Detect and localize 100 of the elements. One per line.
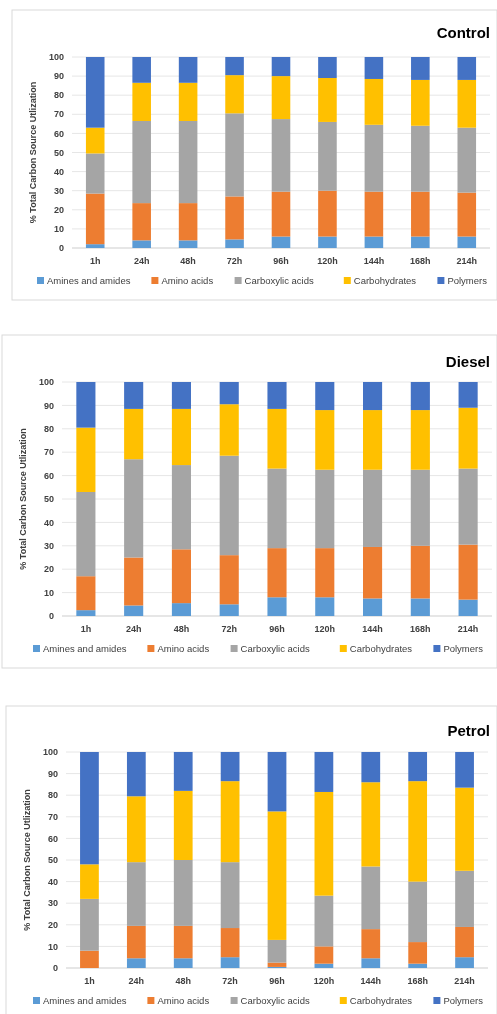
bar [85,153,105,194]
y-tick-label: 60 [43,470,54,481]
bar [364,57,384,79]
legend-label: Amino acids [161,275,214,286]
bar [410,410,430,470]
bar [363,469,383,547]
y-tick-label: 40 [43,517,54,528]
y-tick-label: 60 [47,833,58,844]
bar [315,382,335,411]
bar [457,57,477,80]
bar [267,752,287,812]
x-tick-label: 48h [173,624,190,634]
y-tick-label: 90 [43,400,54,411]
bar [411,191,430,237]
bar [267,811,287,940]
x-tick-label: 214h [456,256,478,266]
bar [178,240,198,248]
bar [173,925,193,959]
bar [171,549,191,604]
bar [76,491,96,577]
bar [271,236,291,248]
bar [314,946,334,964]
bar [126,796,146,863]
bar [76,610,96,616]
bar [267,468,287,549]
x-tick-label: 96h [269,624,285,634]
legend-label: Carboxylic acids [240,995,311,1006]
bar [314,752,334,792]
y-tick-label: 10 [43,587,54,598]
bar [318,78,337,122]
x-tick-label: 96h [269,976,285,986]
x-tick-label: 120h [313,976,335,986]
x-tick-label: 1h [84,976,95,986]
legend-label: Polymers [447,275,488,286]
bar [220,781,240,863]
bar [267,939,287,963]
x-tick-label: 24h [133,256,150,266]
bar [314,791,334,896]
bar [171,465,191,550]
bar [85,244,105,248]
x-tick-label: 24h [125,624,142,634]
bar [318,57,337,79]
bar [315,410,335,470]
bar [132,57,151,83]
x-tick-label: 120h [314,624,336,634]
x-tick-label: 144h [363,256,385,266]
x-tick-label: 168h [407,976,428,986]
bar [314,895,334,947]
bar [361,782,381,867]
bar [132,120,151,204]
bar [455,926,474,958]
bar [408,881,428,943]
bar [408,963,428,968]
y-tick-label: 80 [47,790,58,801]
bar [219,404,239,456]
bar [458,599,478,616]
x-tick-label: 168h [410,256,431,266]
legend-label: Amino acids [157,643,210,654]
y-tick-label: 20 [43,564,54,575]
bar [411,57,430,80]
bar [220,928,240,958]
y-tick-label: 0 [58,243,64,254]
bar [315,548,335,598]
y-tick-label: 60 [53,128,64,139]
chart-title: Petrol [447,722,490,739]
y-axis-title: % Total Carbon Source Utlization [18,428,28,570]
legend-label: Carbohydrates [349,643,413,654]
bar [455,787,474,871]
bar [455,752,474,788]
y-tick-label: 30 [53,185,64,196]
bar [410,545,430,599]
bar [363,410,383,470]
y-tick-label: 30 [43,540,54,551]
bar [318,190,337,237]
bar [411,125,430,192]
legend-label: Carboxylic acids [240,643,311,654]
bar [85,127,105,154]
bar [318,236,337,248]
bar [219,555,239,605]
bar [126,958,146,968]
bar [364,236,384,248]
y-tick-label: 50 [47,855,58,866]
bar [80,864,99,899]
x-tick-label: 1h [89,256,101,266]
bar [76,576,96,611]
y-tick-label: 0 [52,963,58,974]
x-tick-label: 1h [80,624,92,634]
bar [173,790,193,860]
bar [225,239,244,248]
y-tick-label: 70 [43,447,54,458]
y-tick-label: 30 [47,898,58,909]
bar [220,957,240,968]
y-tick-label: 90 [47,768,58,779]
x-tick-label: 48h [175,976,191,986]
y-tick-label: 50 [43,494,54,505]
bar [458,382,478,408]
bar [315,597,335,616]
bar [178,57,198,83]
bar [220,862,240,929]
bar [364,191,384,237]
